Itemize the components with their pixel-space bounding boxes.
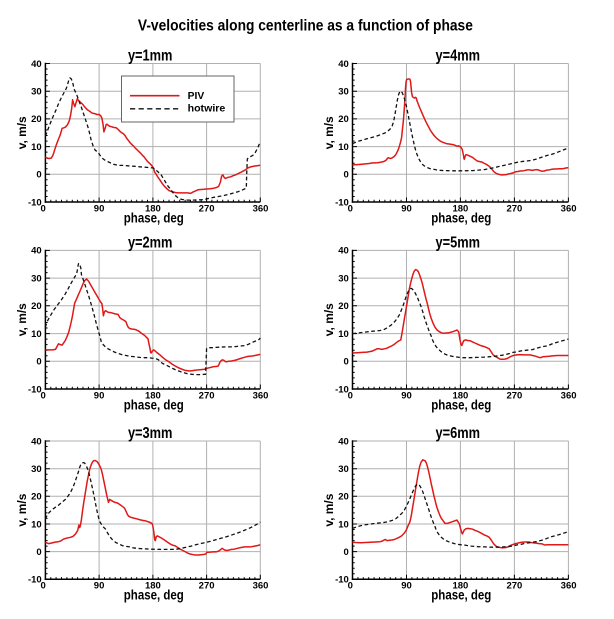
- svg-text:0: 0: [348, 581, 353, 592]
- svg-text:360: 360: [561, 581, 577, 592]
- svg-text:0: 0: [41, 581, 46, 592]
- svg-text:0: 0: [36, 170, 41, 181]
- svg-text:v, m/s: v, m/s: [322, 493, 336, 526]
- svg-text:y=5mm: y=5mm: [436, 234, 481, 251]
- svg-text:0: 0: [344, 170, 349, 181]
- svg-text:-10: -10: [28, 575, 42, 586]
- svg-text:y=6mm: y=6mm: [436, 425, 481, 442]
- svg-text:30: 30: [338, 273, 349, 284]
- svg-text:180: 180: [145, 203, 161, 214]
- svg-text:hotwire: hotwire: [188, 103, 226, 115]
- svg-text:10: 10: [31, 519, 42, 530]
- svg-text:180: 180: [452, 390, 468, 401]
- svg-text:30: 30: [31, 464, 42, 475]
- svg-text:90: 90: [401, 390, 412, 401]
- svg-text:360: 360: [253, 203, 269, 214]
- svg-text:360: 360: [561, 390, 577, 401]
- svg-text:phase, deg: phase, deg: [124, 210, 184, 225]
- svg-text:v, m/s: v, m/s: [15, 303, 29, 336]
- svg-text:40: 40: [338, 59, 349, 70]
- svg-text:v, m/s: v, m/s: [15, 116, 29, 149]
- svg-text:40: 40: [338, 436, 349, 447]
- svg-text:20: 20: [338, 492, 349, 503]
- svg-text:40: 40: [31, 436, 42, 447]
- svg-text:phase, deg: phase, deg: [431, 588, 491, 603]
- svg-text:180: 180: [145, 581, 161, 592]
- svg-text:270: 270: [506, 581, 522, 592]
- svg-text:40: 40: [338, 246, 349, 257]
- svg-text:180: 180: [145, 390, 161, 401]
- svg-text:0: 0: [348, 203, 353, 214]
- svg-text:10: 10: [31, 329, 42, 340]
- svg-text:360: 360: [561, 203, 577, 214]
- svg-text:phase, deg: phase, deg: [124, 588, 184, 603]
- svg-text:V-velocities along centerline: V-velocities along centerline as a funct…: [138, 17, 473, 34]
- svg-text:90: 90: [401, 581, 412, 592]
- svg-text:10: 10: [338, 142, 349, 153]
- svg-text:270: 270: [199, 581, 215, 592]
- svg-text:30: 30: [31, 273, 42, 284]
- svg-text:270: 270: [199, 203, 215, 214]
- svg-text:30: 30: [31, 87, 42, 98]
- svg-text:-10: -10: [335, 384, 349, 395]
- svg-text:30: 30: [338, 464, 349, 475]
- svg-text:270: 270: [199, 390, 215, 401]
- svg-text:40: 40: [31, 59, 42, 70]
- svg-text:y=2mm: y=2mm: [128, 234, 173, 251]
- svg-text:90: 90: [401, 203, 412, 214]
- svg-text:y=4mm: y=4mm: [436, 48, 481, 65]
- svg-text:y=1mm: y=1mm: [128, 48, 173, 65]
- svg-text:10: 10: [338, 329, 349, 340]
- svg-text:-10: -10: [335, 575, 349, 586]
- svg-text:270: 270: [506, 390, 522, 401]
- svg-text:20: 20: [31, 492, 42, 503]
- svg-text:0: 0: [344, 547, 349, 558]
- svg-text:-10: -10: [335, 197, 349, 208]
- svg-text:90: 90: [94, 203, 105, 214]
- svg-text:0: 0: [344, 357, 349, 368]
- svg-text:-10: -10: [28, 384, 42, 395]
- svg-text:20: 20: [31, 301, 42, 312]
- svg-text:20: 20: [31, 114, 42, 125]
- svg-text:PIV: PIV: [188, 90, 205, 102]
- svg-text:phase, deg: phase, deg: [431, 397, 491, 412]
- svg-text:0: 0: [36, 357, 41, 368]
- svg-text:v, m/s: v, m/s: [15, 493, 29, 526]
- svg-text:360: 360: [253, 581, 269, 592]
- svg-text:0: 0: [36, 547, 41, 558]
- svg-text:0: 0: [41, 203, 46, 214]
- svg-text:270: 270: [506, 203, 522, 214]
- svg-text:phase, deg: phase, deg: [124, 397, 184, 412]
- svg-text:y=3mm: y=3mm: [128, 425, 173, 442]
- svg-text:90: 90: [94, 390, 105, 401]
- svg-text:180: 180: [452, 203, 468, 214]
- svg-text:v, m/s: v, m/s: [322, 303, 336, 336]
- svg-text:360: 360: [253, 390, 269, 401]
- svg-text:180: 180: [452, 581, 468, 592]
- svg-text:30: 30: [338, 87, 349, 98]
- svg-text:-10: -10: [28, 197, 42, 208]
- svg-text:10: 10: [338, 519, 349, 530]
- svg-text:90: 90: [94, 581, 105, 592]
- svg-text:10: 10: [31, 142, 42, 153]
- svg-text:v, m/s: v, m/s: [322, 116, 336, 149]
- svg-text:0: 0: [41, 390, 46, 401]
- svg-text:20: 20: [338, 301, 349, 312]
- svg-text:phase, deg: phase, deg: [431, 210, 491, 225]
- svg-text:20: 20: [338, 114, 349, 125]
- svg-text:0: 0: [348, 390, 353, 401]
- svg-text:40: 40: [31, 246, 42, 257]
